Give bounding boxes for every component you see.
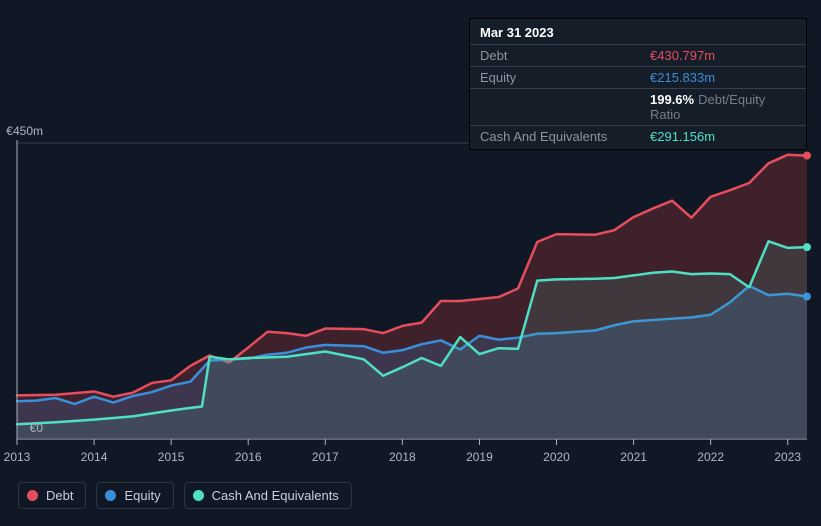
tooltip-row-cash: Cash And Equivalents €291.156m [470,125,806,147]
x-axis-label: 2023 [774,450,801,464]
tooltip-value: €215.833m [650,70,796,85]
legend-item-equity[interactable]: Equity [96,482,173,509]
legend-swatch [27,490,38,501]
chart-legend: Debt Equity Cash And Equivalents [18,482,352,509]
x-axis-label: 2019 [466,450,493,464]
tooltip-row-ratio: 199.6%Debt/Equity Ratio [470,88,806,125]
x-axis-label: 2018 [389,450,416,464]
legend-label: Cash And Equivalents [212,488,339,503]
x-axis-label: 2020 [543,450,570,464]
y-axis-label-max: €450m [0,124,43,138]
x-axis-label: 2016 [235,450,262,464]
x-axis-label: 2014 [81,450,108,464]
x-axis-label: 2021 [620,450,647,464]
x-axis-label: 2017 [312,450,339,464]
tooltip-row-debt: Debt €430.797m [470,44,806,66]
x-axis-label: 2015 [158,450,185,464]
tooltip-label [480,92,650,122]
legend-item-debt[interactable]: Debt [18,482,86,509]
x-axis-label: 2022 [697,450,724,464]
tooltip-label: Cash And Equivalents [480,129,650,144]
tooltip-value: 199.6%Debt/Equity Ratio [650,92,796,122]
tooltip-label: Equity [480,70,650,85]
tooltip-date: Mar 31 2023 [470,21,806,44]
y-axis-label-zero: €0 [0,421,43,435]
legend-swatch [105,490,116,501]
x-axis-label: 2013 [4,450,31,464]
tooltip-value: €430.797m [650,48,796,63]
legend-label: Debt [46,488,73,503]
legend-label: Equity [124,488,160,503]
chart-tooltip: Mar 31 2023 Debt €430.797m Equity €215.8… [469,18,807,150]
legend-item-cash[interactable]: Cash And Equivalents [184,482,352,509]
tooltip-label: Debt [480,48,650,63]
tooltip-row-equity: Equity €215.833m [470,66,806,88]
legend-swatch [193,490,204,501]
tooltip-value: €291.156m [650,129,796,144]
